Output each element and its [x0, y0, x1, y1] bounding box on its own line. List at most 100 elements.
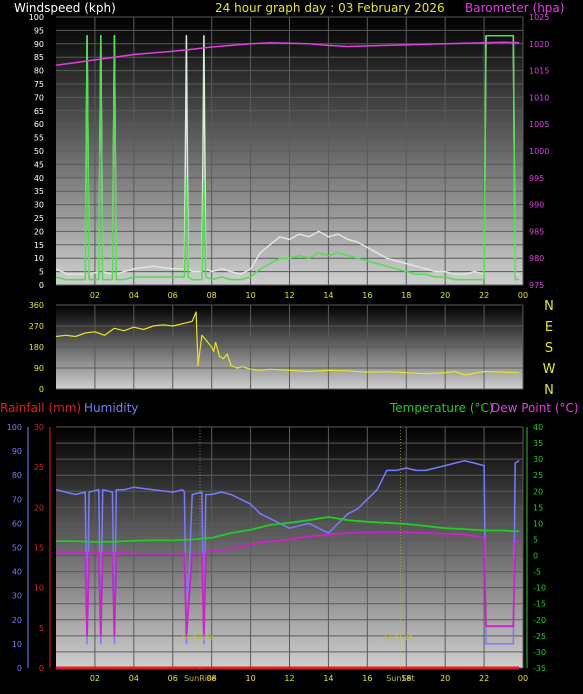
temp-tick-label: -30: [533, 648, 546, 657]
dewpoint-line: [56, 531, 520, 637]
temp-tick-label: 30: [533, 455, 543, 464]
x-tick-label: 04: [129, 674, 139, 683]
temperature-line: [56, 516, 520, 543]
humidity-tick-label: 80: [12, 471, 22, 480]
x-tick-label: 20: [440, 674, 450, 683]
x-tick-label: 10: [245, 674, 255, 683]
rain-tick-label: 0: [39, 664, 44, 673]
x-tick-label: 22: [479, 674, 489, 683]
temp-tick-label: 10: [533, 519, 543, 528]
x-tick-label: 16: [362, 291, 372, 300]
x-tick-label: 16: [362, 674, 372, 683]
wind-tick-label: 5: [39, 268, 44, 277]
wind-tick-label: 45: [34, 160, 44, 169]
annotations: SunRise SunSet SunRise SunSet: [182, 427, 415, 683]
baro-tick-label: 1005: [529, 120, 549, 129]
baro-tick-label: 1010: [529, 93, 549, 102]
humidity-tick-label: 90: [12, 447, 22, 456]
rain-tick-label: 15: [34, 544, 44, 553]
humidity-tick-label: 50: [12, 544, 22, 553]
rain-tick-label: 25: [34, 463, 44, 472]
x-tick-label: 00: [518, 674, 528, 683]
windspeed-line: [55, 35, 520, 281]
temp-tick-label: -10: [533, 584, 546, 593]
wind-tick-label: 40: [34, 174, 44, 183]
temp-tick-label: 5: [533, 535, 538, 544]
x-tick-label: 06: [168, 291, 178, 300]
baro-tick-label: 985: [529, 227, 544, 236]
wind-tick-label: 100: [29, 13, 44, 22]
baro-tick-label: 995: [529, 174, 544, 183]
rain-tick-label: 20: [34, 503, 44, 512]
wind-tick-label: 90: [34, 40, 44, 49]
baro-tick-label: 990: [529, 201, 544, 210]
baro-axis-title: Barometer (hpa): [465, 1, 564, 15]
dewpoint-axis-title: Dew Point (°C): [491, 401, 579, 415]
compass-tick-label: W: [543, 362, 556, 377]
sunrise-axis-label: SunRise: [184, 674, 216, 683]
wind-tick-label: 30: [34, 201, 44, 210]
x-tick-label: 02: [90, 291, 100, 300]
data-series: [55, 35, 520, 670]
rain-axis-title: Rainfall (mm): [0, 401, 81, 415]
humidity-tick-label: 20: [12, 616, 22, 625]
humidity-tick-label: 40: [12, 568, 22, 577]
temp-tick-label: -20: [533, 616, 546, 625]
temp-tick-label: 0: [533, 552, 538, 561]
sunrise-label: SunRise: [182, 633, 214, 642]
x-tick-label: 12: [284, 674, 294, 683]
temp-tick-label: 25: [533, 471, 543, 480]
wind-tick-label: 25: [34, 214, 44, 223]
wind-tick-label: 10: [34, 254, 44, 263]
humidity-tick-label: 60: [12, 519, 22, 528]
direction-tick-label: 180: [29, 343, 44, 352]
x-tick-label: 14: [323, 674, 333, 683]
x-tick-label: 02: [90, 674, 100, 683]
x-tick-label: 06: [168, 674, 178, 683]
barometer-line: [55, 41, 520, 66]
x-tick-label: 08: [207, 291, 217, 300]
compass-tick-label: N: [544, 383, 554, 398]
temp-tick-label: 40: [533, 423, 543, 432]
x-tick-label: 04: [129, 291, 139, 300]
wind-tick-label: 35: [34, 187, 44, 196]
temp-tick-label: 20: [533, 487, 543, 496]
temp-tick-label: 35: [533, 439, 543, 448]
wind-tick-label: 80: [34, 67, 44, 76]
wind-tick-label: 0: [39, 281, 44, 290]
temp-tick-label: 15: [533, 503, 543, 512]
direction-line: [55, 311, 520, 376]
gust-line: [55, 35, 520, 276]
x-tick-label: 12: [284, 291, 294, 300]
wind-tick-label: 60: [34, 120, 44, 129]
rain-tick-label: 10: [34, 584, 44, 593]
wind-tick-label: 95: [34, 26, 44, 35]
wind-axis-title: Windspeed (kph): [14, 1, 116, 15]
wind-tick-label: 20: [34, 227, 44, 236]
x-tick-label: 18: [401, 674, 411, 683]
wind-tick-label: 55: [34, 134, 44, 143]
baro-tick-label: 1025: [529, 13, 549, 22]
compass-tick-label: E: [545, 320, 553, 335]
wind-tick-label: 50: [34, 147, 44, 156]
direction-tick-label: 360: [29, 301, 44, 310]
baro-tick-label: 1020: [529, 40, 549, 49]
wind-tick-label: 70: [34, 93, 44, 102]
compass-tick-label: S: [545, 341, 553, 356]
humidity-tick-label: 10: [12, 640, 22, 649]
tick-labels: 0202040406060808101012121414161618182020…: [7, 13, 556, 683]
rain-tick-label: 30: [34, 423, 44, 432]
sunset-axis-label: SunSet: [386, 674, 414, 683]
humidity-tick-label: 0: [17, 664, 22, 673]
baro-tick-label: 980: [529, 254, 544, 263]
baro-tick-label: 1000: [529, 147, 549, 156]
direction-tick-label: 0: [39, 385, 44, 394]
x-tick-label: 08: [207, 674, 217, 683]
x-tick-label: 22: [479, 291, 489, 300]
humidity-tick-label: 70: [12, 495, 22, 504]
x-tick-label: 14: [323, 291, 333, 300]
humidity-tick-label: 30: [12, 592, 22, 601]
wind-tick-label: 75: [34, 80, 44, 89]
rain-tick-label: 5: [39, 624, 44, 633]
